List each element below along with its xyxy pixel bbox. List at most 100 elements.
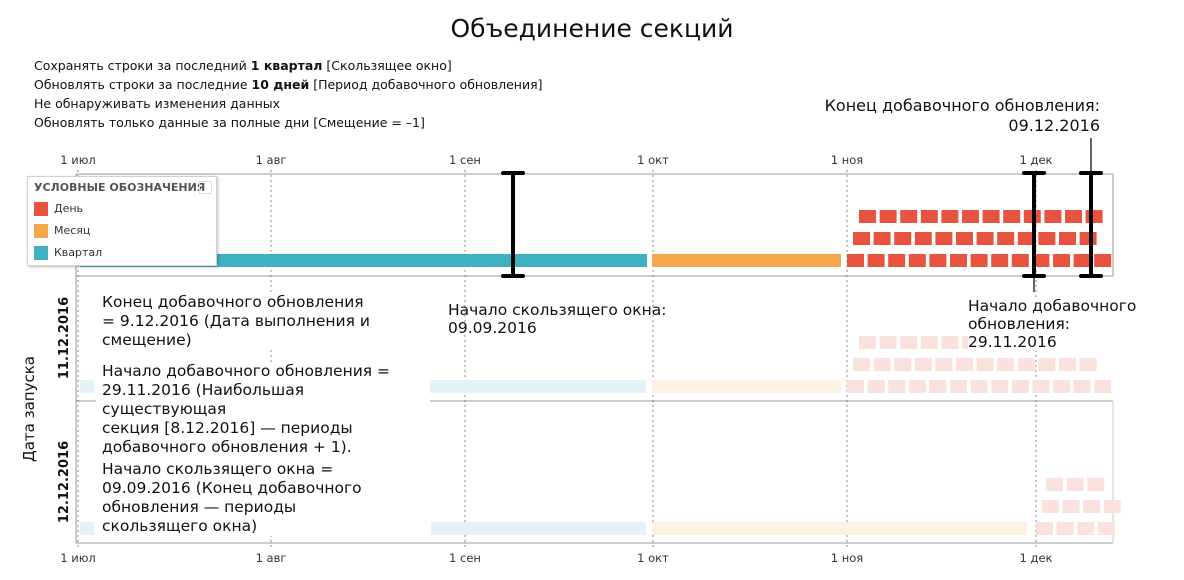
- faded-day-partition: [941, 336, 959, 349]
- legend-title: УСЛОВНЫЕ ОБОЗНАЧЕНИЯ: [34, 181, 206, 194]
- tick-label: 1 сен: [449, 551, 481, 565]
- day-partition: [982, 210, 1000, 223]
- faded-day-partition: [1062, 500, 1080, 513]
- run-label-1: 11.12.2016: [57, 296, 72, 380]
- faded-day-partition: [847, 380, 864, 393]
- faded-day-partition: [873, 358, 891, 371]
- day-partition: [1053, 254, 1070, 267]
- note-end-line: смещение): [102, 331, 192, 349]
- faded-day-partition: [867, 380, 885, 393]
- day-partition: [900, 210, 918, 223]
- faded-day-partition: [853, 358, 870, 371]
- faded-day-partition: [929, 380, 947, 393]
- note-start-line: 29.11.2016 (Наибольшая существующая: [102, 381, 305, 418]
- y-axis-title: Дата запуска: [20, 356, 38, 462]
- faded-day-partition: [1036, 522, 1053, 535]
- faded-quarter-bar: [80, 380, 94, 393]
- day-partition: [859, 210, 876, 223]
- tick-label: 1 ноя: [830, 153, 864, 167]
- day-partition: [991, 254, 1009, 267]
- faded-day-partition: [920, 336, 938, 349]
- faded-day-partition: [1103, 500, 1121, 513]
- faded-day-partition: [908, 380, 926, 393]
- page-title: Объединение секций: [450, 14, 734, 43]
- note-start-line: секция [8.12.2016] — периоды: [102, 419, 353, 437]
- tick-label: 1 дек: [1019, 551, 1053, 565]
- faded-day-partition: [1097, 522, 1115, 535]
- day-partition: [879, 210, 897, 223]
- incremental-start-text-2: обновления:: [968, 315, 1070, 333]
- month-swatch: [34, 224, 48, 238]
- faded-day-partition: [935, 358, 953, 371]
- faded-quarter-bar: [423, 380, 646, 393]
- setting-line: Сохранять строки за последний 1 квартал …: [34, 58, 452, 73]
- faded-day-partition: [956, 358, 973, 371]
- faded-day-partition: [879, 336, 897, 349]
- faded-day-partition: [1059, 358, 1076, 371]
- note-start-line: добавочного обновления + 1).: [102, 438, 352, 456]
- faded-day-partition: [950, 380, 967, 393]
- faded-day-partition: [1038, 358, 1056, 371]
- quarter-bar: [80, 254, 647, 267]
- incremental-end-annotation: Конец добавочного обновления: 09.12.2016: [824, 96, 1100, 136]
- window-start-date: 09.09.2016: [448, 319, 537, 337]
- faded-day-partition: [1042, 500, 1059, 513]
- day-partition: [962, 210, 979, 223]
- note-incremental-end: Конец добавочного обновления = 9.12.2016…: [96, 293, 408, 350]
- day-partition: [929, 254, 947, 267]
- day-partition: [853, 232, 870, 245]
- day-partition: [1073, 254, 1091, 267]
- note-window-line: Начало скользящего окна =: [102, 460, 334, 478]
- faded-day-partition: [1032, 380, 1050, 393]
- tick-label: 1 сен: [449, 153, 481, 167]
- faded-day-partition: [1077, 522, 1095, 535]
- note-end-line: Конец добавочного обновления: [102, 293, 364, 311]
- faded-day-partition: [1046, 478, 1063, 491]
- day-partition: [908, 254, 926, 267]
- legend-label-quarter: Квартал: [54, 246, 103, 259]
- day-partition: [1017, 232, 1035, 245]
- tick-label: 1 дек: [1019, 153, 1053, 167]
- faded-day-partition: [1094, 380, 1112, 393]
- note-incremental-start: Начало добавочного обновления = 29.11.20…: [96, 362, 430, 457]
- incremental-start-date: 29.11.2016: [968, 333, 1057, 351]
- faded-day-partition: [894, 358, 912, 371]
- day-partition: [867, 254, 885, 267]
- day-partition: [976, 232, 994, 245]
- day-partition: [950, 254, 967, 267]
- day-swatch: [34, 202, 48, 216]
- day-partition: [1085, 210, 1103, 223]
- day-partition: [1038, 232, 1056, 245]
- faded-day-partition: [1056, 522, 1074, 535]
- day-partition: [847, 254, 864, 267]
- day-partition: [1032, 254, 1050, 267]
- tick-label: 1 авг: [255, 551, 287, 565]
- tick-label: 1 авг: [255, 153, 287, 167]
- legend-collapse-box[interactable]: [199, 181, 212, 194]
- faded-day-partition: [976, 358, 994, 371]
- note-window-line: скользящего окна): [102, 517, 258, 535]
- faded-day-partition: [970, 380, 988, 393]
- quarter-swatch: [34, 246, 48, 260]
- setting-line: Обновлять только данные за полные дни [С…: [34, 115, 425, 130]
- note-window-line: 09.09.2016 (Конец добавочного: [102, 479, 362, 497]
- tick-label: 1 июл: [60, 153, 96, 167]
- window-start-text: Начало скользящего окна:: [448, 301, 667, 319]
- day-partition: [997, 232, 1015, 245]
- note-start-line: Начало добавочного обновления =: [102, 362, 391, 380]
- faded-day-partition: [1017, 358, 1035, 371]
- tick-label: 1 окт: [637, 551, 669, 565]
- faded-month-bar: [652, 380, 841, 393]
- setting-line: Не обнаруживать изменения данных: [34, 96, 281, 111]
- faded-day-partition: [900, 336, 918, 349]
- day-partition: [914, 232, 932, 245]
- faded-day-partition: [1087, 478, 1105, 491]
- day-partition: [1065, 210, 1082, 223]
- faded-day-partition: [1073, 380, 1091, 393]
- day-partition: [941, 210, 959, 223]
- setting-line: Обновлять строки за последние 10 дней [П…: [34, 77, 543, 92]
- day-partition: [970, 254, 988, 267]
- faded-month-bar: [652, 522, 1027, 535]
- legend-label-month: Месяц: [54, 224, 91, 237]
- tick-label: 1 июл: [60, 551, 96, 565]
